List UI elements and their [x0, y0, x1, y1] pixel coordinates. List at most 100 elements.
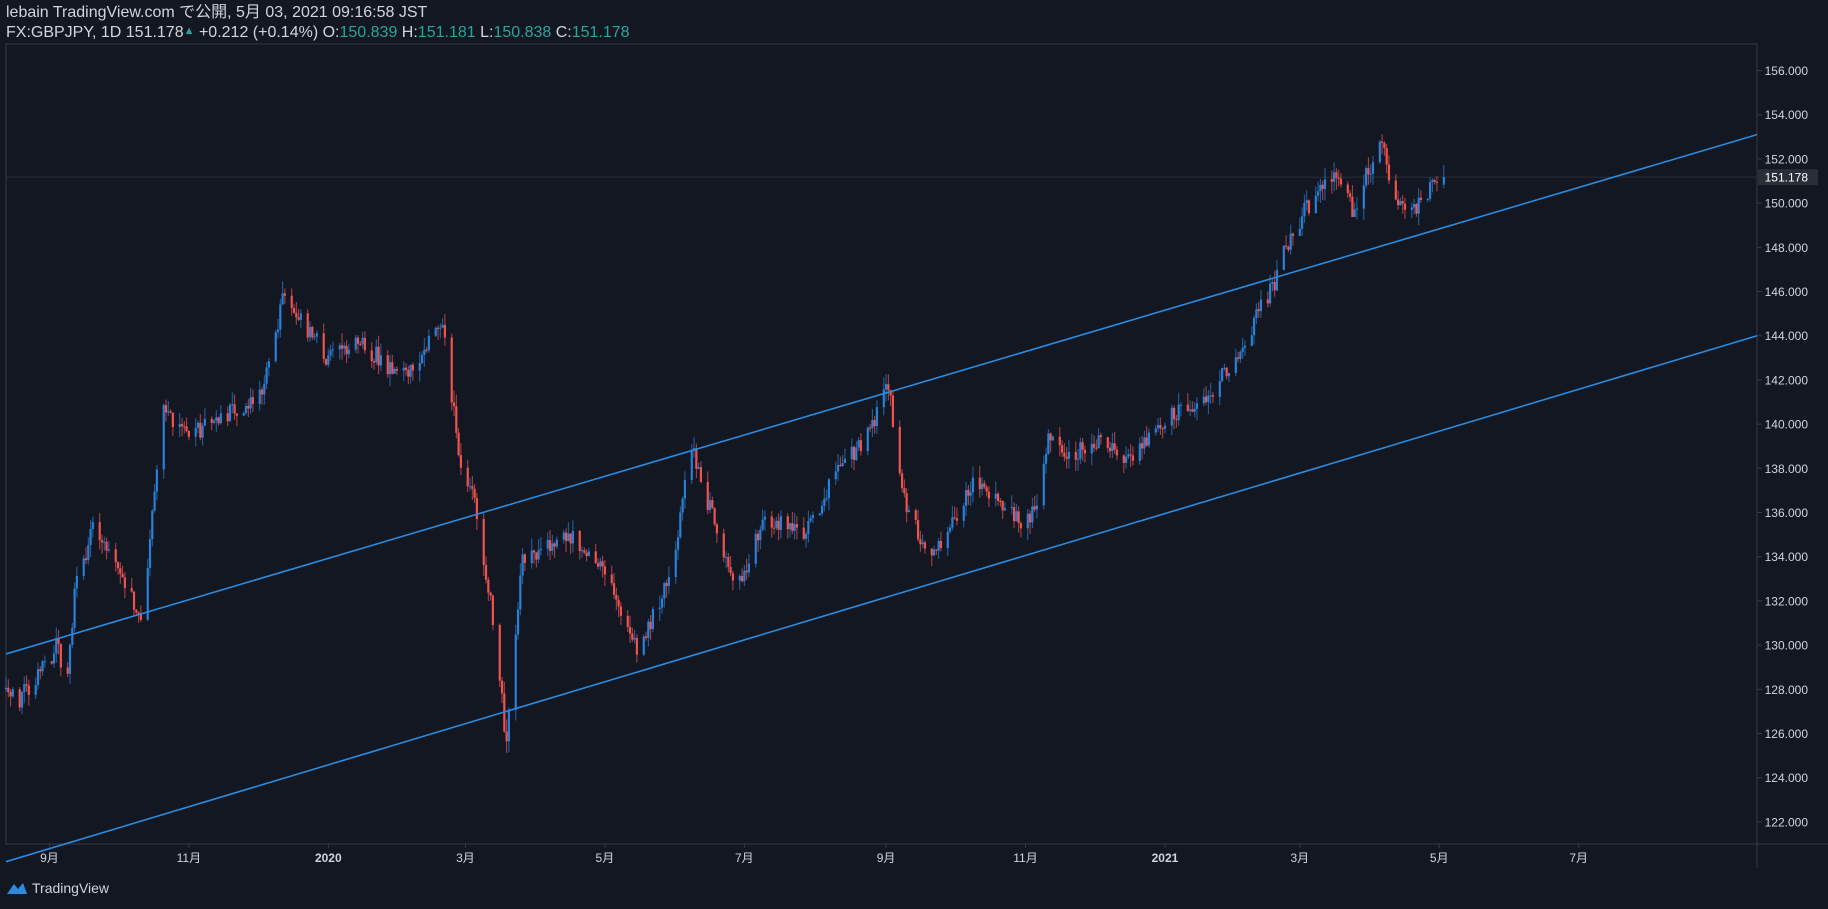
candle-body [482, 519, 485, 566]
candle-body [1031, 506, 1034, 523]
candle-body [98, 522, 101, 541]
candle-body [1097, 435, 1100, 449]
footer-branding[interactable]: TradingView [6, 880, 109, 896]
candle-body [331, 349, 334, 351]
time-tick-label: 9月 [877, 851, 896, 865]
candle-body [1394, 180, 1397, 200]
price-tick-label: 132.000 [1765, 594, 1809, 608]
candle-body [345, 345, 348, 355]
candle-body [617, 599, 620, 607]
candle-body [1259, 299, 1263, 312]
symbol-label[interactable]: FX:GBPJPY, 1D [6, 24, 122, 41]
candle-body [489, 592, 492, 596]
candle-body [43, 661, 46, 663]
price-axis[interactable]: 156.000 154.000 152.000 150.000 148.000 146.0… [1757, 64, 1808, 829]
candle-body [1170, 407, 1173, 426]
candle-body [377, 346, 380, 366]
candle-body [884, 384, 888, 390]
candles [4, 134, 1445, 753]
candle-body [1209, 395, 1212, 397]
candle-body [359, 343, 362, 345]
candle-body [114, 549, 117, 563]
plot-frame [5, 43, 1758, 845]
candle-body [1239, 351, 1242, 359]
candle-body [1172, 407, 1176, 420]
candle-body [1047, 433, 1050, 454]
candle-body [713, 507, 716, 525]
candle-body [1369, 173, 1372, 175]
candle-body [980, 483, 984, 490]
candle-body [519, 575, 522, 610]
candle-body [1237, 357, 1240, 359]
time-tick-label: 3月 [456, 851, 475, 865]
candle-body [1223, 367, 1226, 369]
candle-body [487, 579, 490, 593]
candle-body [610, 574, 613, 584]
ohlc-legend: FX:GBPJPY, 1D 151.178▲ +0.212 (+0.14%) O… [6, 22, 630, 41]
candle-body [1314, 195, 1317, 214]
channel-lines[interactable] [5, 133, 1758, 863]
candle-body [1431, 179, 1434, 182]
candle-body [1079, 442, 1082, 459]
candle-body [491, 595, 494, 625]
candle-body [1015, 511, 1018, 522]
channel-line-lower[interactable] [5, 334, 1758, 863]
candle-body [1028, 513, 1032, 523]
candle-body [153, 491, 156, 511]
time-axis[interactable]: 9月 11月 2020 3月 5月 7月 9月 11月 2021 3月 5月 7月 [40, 844, 1588, 865]
price-tick-label: 144.000 [1765, 329, 1809, 343]
candle-body [82, 558, 85, 576]
candle-body [52, 653, 56, 664]
candle-body [260, 389, 264, 395]
candle-body [1186, 404, 1189, 411]
candle-body [516, 609, 520, 635]
candle-body [183, 426, 186, 428]
candle-body [628, 626, 632, 634]
candle-body [155, 469, 158, 492]
candle-body [596, 563, 600, 567]
candle-body [612, 583, 616, 595]
candle-body [132, 591, 136, 610]
candle-body [1156, 425, 1160, 429]
candle-body [1063, 452, 1066, 457]
candle-body [315, 333, 318, 337]
candle-body [356, 337, 360, 344]
candle-body [1399, 201, 1402, 206]
candle-body [1188, 409, 1192, 411]
candle-body [907, 510, 911, 513]
candle-body [727, 557, 730, 568]
candle-body [217, 417, 220, 424]
candle-body [1419, 197, 1423, 200]
candle-body [292, 307, 296, 313]
candle-body [162, 405, 165, 470]
candle-body [135, 609, 138, 613]
candle-body [281, 293, 284, 305]
channel-line-upper[interactable] [5, 133, 1758, 655]
price-tick-label: 128.000 [1765, 683, 1809, 697]
candle-body [1381, 141, 1384, 144]
candle-body [521, 554, 524, 576]
candle-body [9, 691, 12, 697]
price-tick-label: 126.000 [1765, 727, 1809, 741]
candle-body [1257, 309, 1260, 312]
candle-body [379, 355, 382, 366]
candle-body [994, 493, 997, 499]
candle-body [119, 568, 122, 574]
candle-body [1065, 456, 1068, 459]
candle-body [1415, 204, 1418, 214]
candle-body [441, 324, 444, 328]
candle-body [770, 516, 773, 528]
candle-body [363, 337, 366, 351]
candle-body [663, 583, 666, 599]
candle-body [674, 549, 677, 578]
candle-body [578, 530, 581, 552]
candle-body [539, 548, 543, 551]
candle-body [100, 540, 104, 543]
candle-body [427, 335, 430, 351]
candle-body [772, 527, 776, 529]
price-tick-label: 124.000 [1765, 771, 1809, 785]
candle-body [1289, 233, 1292, 250]
time-tick-label: 11月 [1013, 851, 1037, 865]
candle-body [295, 312, 298, 318]
